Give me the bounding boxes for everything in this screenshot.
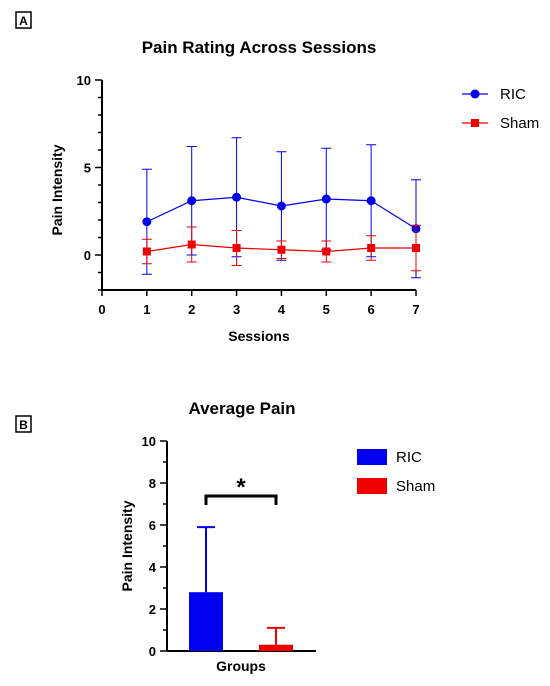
chart-a-ticks: 0 5 10 0 1 2 3 4 5 6 7	[77, 73, 420, 317]
chart-b-y-tick-label: 8	[149, 476, 156, 491]
panel-a-label: A	[15, 11, 32, 29]
panel-b-label: B	[15, 415, 32, 433]
chart-a-legend-marker	[471, 119, 479, 127]
chart-a-point	[412, 244, 420, 252]
chart-b-significance-bracket	[204, 494, 278, 505]
chart-b-ticks: 0 2 4 6 8 10	[142, 434, 167, 659]
chart-a: Pain Rating Across Sessions Sessions Pai…	[49, 38, 539, 344]
chart-a-legend-label: RIC	[500, 86, 526, 103]
chart-a-point	[187, 196, 197, 206]
chart-a-x-tick-label: 3	[233, 302, 240, 317]
chart-b-bar-ric	[189, 592, 223, 651]
chart-a-legend: RIC Sham	[462, 86, 539, 132]
chart-a-point	[142, 217, 152, 227]
chart-b-x-axis-label: Groups	[216, 658, 266, 674]
chart-a-point	[366, 196, 376, 206]
chart-a-y-axis-label: Pain Intensity	[49, 144, 65, 235]
chart-a-x-tick-label: 6	[368, 302, 375, 317]
chart-a-point	[367, 244, 376, 252]
chart-a-x-tick-label: 7	[412, 302, 419, 317]
chart-a-point	[142, 247, 151, 256]
chart-b-legend-label: Sham	[396, 478, 435, 495]
chart-a-series	[141, 137, 421, 279]
chart-b-y-tick-label: 6	[149, 518, 156, 533]
chart-a-point	[322, 247, 331, 256]
chart-a-point	[277, 245, 286, 254]
chart-a-x-tick-label: 5	[323, 302, 330, 317]
chart-b-y-tick-label: 2	[149, 602, 156, 617]
chart-a-x-axis-label: Sessions	[228, 328, 290, 344]
chart-a-x-tick-label: 0	[98, 302, 105, 317]
chart-b-y-tick-label: 0	[149, 644, 156, 659]
chart-a-point	[232, 244, 241, 252]
chart-b-y-tick-label: 4	[149, 560, 157, 575]
chart-b-legend: RIC Sham	[357, 449, 435, 495]
chart-b-bar-sham	[259, 644, 293, 651]
chart-b-significance-star: *	[236, 474, 246, 501]
chart-b-significance: *	[204, 474, 278, 505]
chart-b-legend-label: RIC	[396, 449, 422, 466]
chart-a-x-tick-label: 1	[143, 302, 150, 317]
chart-a-x-tick-label: 4	[278, 302, 286, 317]
chart-a-point	[232, 192, 242, 202]
chart-a-point	[187, 240, 196, 249]
chart-a-point	[276, 201, 286, 211]
chart-a-axes	[101, 80, 416, 291]
chart-b-bars	[189, 526, 293, 651]
chart-b-y-axis-label: Pain Intensity	[119, 500, 135, 591]
chart-b-y-tick-label: 10	[142, 434, 156, 449]
chart-a-point	[321, 194, 331, 204]
chart-b: Average Pain Groups Pain Intensity 0 2 4 6 8…	[119, 399, 435, 674]
chart-b-legend-swatch	[357, 478, 387, 494]
chart-a-legend-marker	[470, 89, 480, 99]
chart-a-title: Pain Rating Across Sessions	[142, 38, 377, 57]
chart-a-y-tick-label: 5	[84, 161, 91, 176]
chart-b-legend-swatch	[357, 449, 387, 465]
panel-a-letter: A	[19, 14, 28, 28]
chart-a-series-sham	[141, 224, 421, 272]
chart-b-title: Average Pain	[188, 399, 295, 418]
chart-a-y-tick-label: 0	[84, 248, 91, 263]
chart-a-legend-label: Sham	[500, 115, 539, 132]
chart-a-x-tick-label: 2	[188, 302, 195, 317]
panel-b-letter: B	[19, 418, 28, 432]
chart-a-y-tick-label: 10	[77, 73, 91, 88]
